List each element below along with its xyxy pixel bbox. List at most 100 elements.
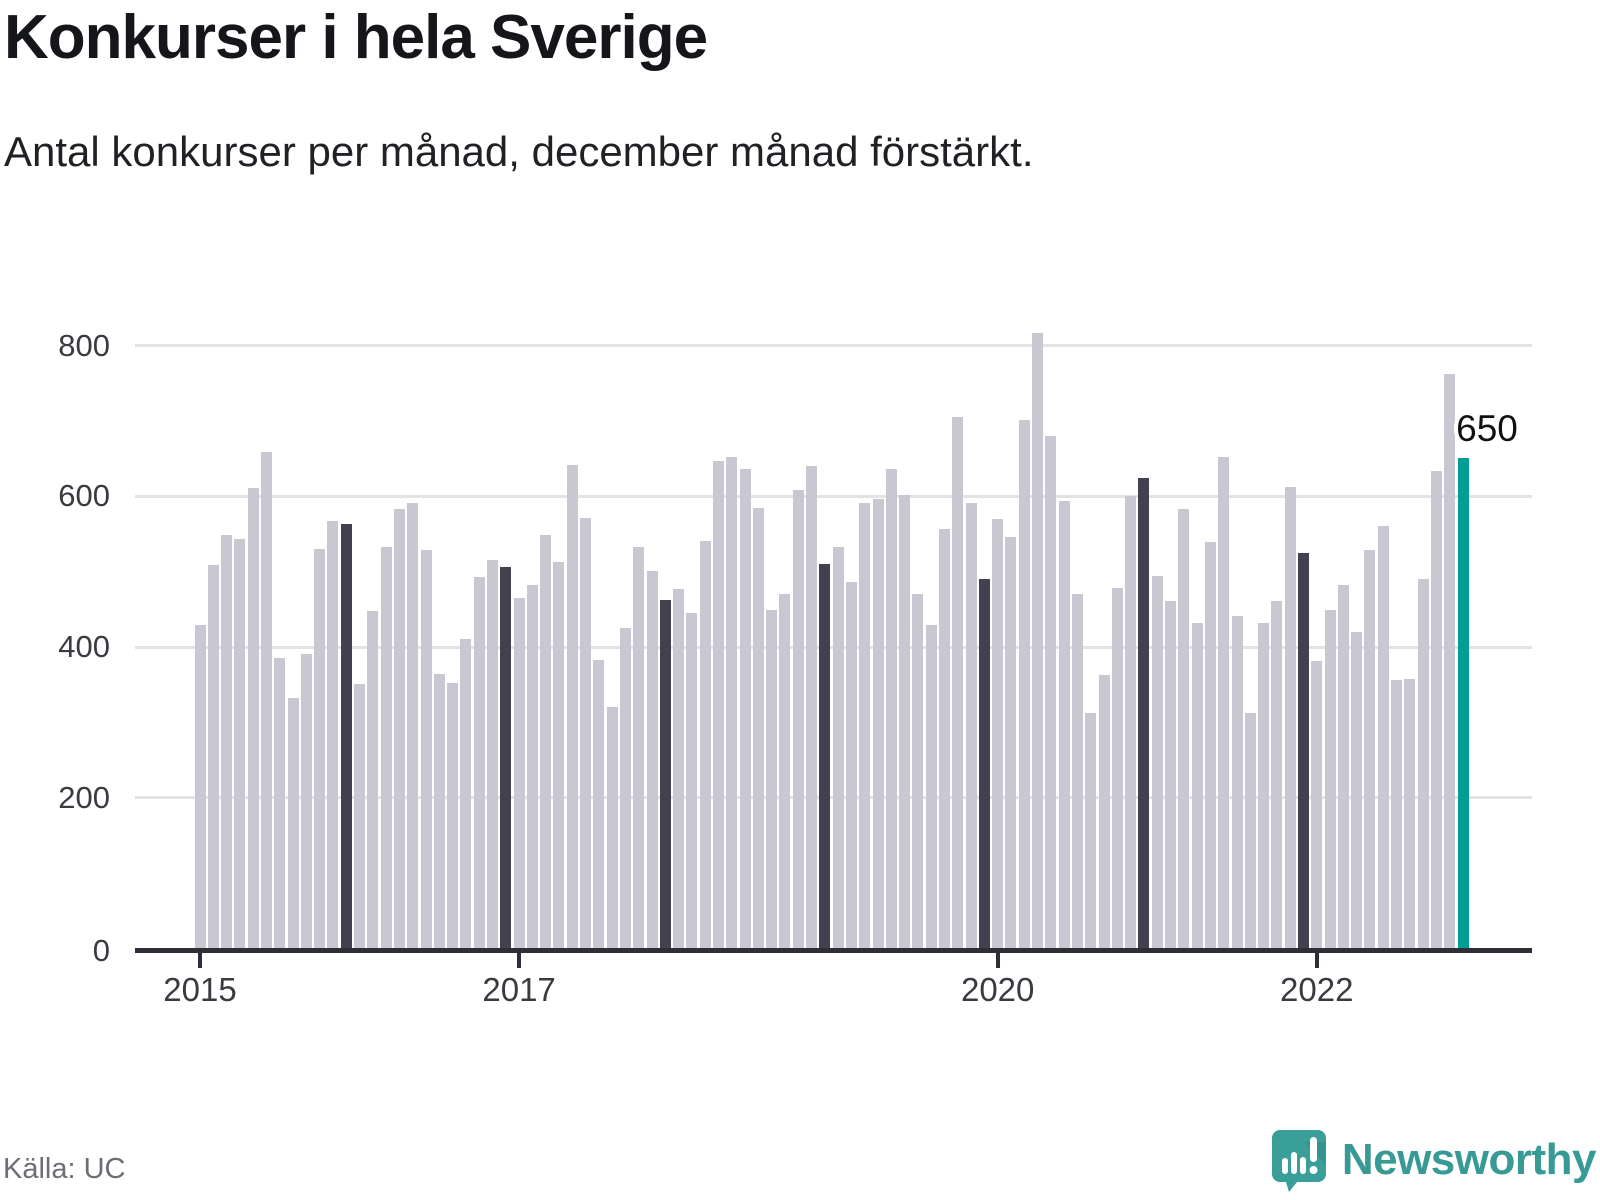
source-label: Källa: UC [3, 1153, 126, 1185]
bar [1337, 584, 1349, 948]
bar [407, 502, 419, 948]
bar-december [819, 563, 831, 948]
bar [247, 488, 259, 948]
bar [699, 540, 711, 948]
bar [1204, 541, 1216, 948]
y-axis-tick-label: 0 [92, 932, 110, 968]
bar-december [340, 524, 352, 948]
bar [1058, 501, 1070, 948]
bar [1364, 550, 1376, 948]
bar [939, 528, 951, 948]
bar [367, 611, 379, 948]
bar [606, 706, 618, 948]
bar [739, 468, 751, 948]
bar [473, 577, 485, 948]
bar [1271, 601, 1283, 948]
y-axis-tick-label: 800 [58, 327, 110, 363]
bar [885, 468, 897, 948]
bar [287, 697, 299, 948]
bar [1351, 632, 1363, 948]
bar [393, 508, 405, 948]
bar [992, 519, 1004, 948]
x-axis-line [135, 948, 1532, 953]
gridline [135, 494, 1532, 498]
bar [845, 582, 857, 948]
bar [1284, 486, 1296, 948]
bar [1391, 679, 1403, 948]
bar [1085, 712, 1097, 948]
bar-december [1297, 553, 1309, 948]
bar-december [1138, 477, 1150, 948]
y-axis-tick-label: 600 [58, 478, 110, 514]
bar [540, 534, 552, 948]
y-axis-tick-label: 400 [58, 629, 110, 664]
bar [1045, 436, 1057, 948]
bar [1430, 470, 1442, 948]
bar [234, 539, 246, 948]
bar [1404, 678, 1416, 948]
bar [912, 593, 924, 948]
bar [1244, 712, 1256, 948]
bar [300, 654, 312, 948]
bar [952, 417, 964, 948]
bar [526, 585, 538, 948]
bar-december [978, 578, 990, 948]
chart-subtitle: Antal konkurser per månad, december måna… [4, 128, 1034, 175]
bar [792, 490, 804, 948]
bar [566, 464, 578, 948]
bar [713, 461, 724, 948]
bar [1417, 579, 1429, 948]
bar [580, 518, 592, 948]
gridline [135, 344, 1532, 347]
bar [380, 547, 392, 948]
bar [686, 613, 698, 948]
bar [1258, 623, 1270, 948]
x-axis-tick-label: 2015 [163, 971, 237, 1008]
x-axis-tick-label: 2020 [960, 971, 1035, 1008]
bar [1125, 495, 1137, 948]
bar [1231, 616, 1243, 948]
bar [1032, 332, 1044, 948]
bar [1018, 420, 1030, 948]
y-axis-tick-label: 200 [58, 779, 110, 815]
bar [1218, 456, 1230, 948]
bar [1444, 373, 1456, 948]
bar-december [1457, 458, 1469, 948]
bar [460, 638, 472, 948]
bar [1151, 575, 1163, 948]
bar [1071, 593, 1083, 948]
bar [1098, 675, 1110, 948]
bar [221, 534, 233, 948]
bar [646, 571, 658, 948]
bar [354, 684, 366, 948]
bar [1311, 660, 1323, 948]
bar [806, 465, 818, 948]
bar [752, 507, 764, 948]
bar [447, 682, 459, 948]
bar [513, 597, 525, 948]
bar [766, 610, 778, 948]
bar [726, 457, 738, 948]
bar [832, 547, 844, 948]
bar [872, 498, 884, 948]
bar [1377, 525, 1389, 948]
bar-december [500, 567, 512, 948]
bar [965, 503, 977, 948]
bar [779, 593, 791, 948]
bar [274, 657, 286, 948]
bar [1165, 600, 1177, 948]
newsworthy-logo-text: Newsworthy [1341, 1135, 1597, 1184]
bar [1005, 537, 1017, 948]
newsworthy-logo-icon [1271, 1130, 1326, 1192]
bar [486, 559, 498, 948]
bar [194, 625, 206, 948]
bar [593, 660, 605, 948]
bar [260, 452, 272, 948]
bar [925, 624, 937, 948]
bar [433, 673, 445, 948]
bar [553, 562, 565, 948]
bar [1324, 609, 1336, 948]
bar [207, 565, 219, 948]
x-axis-tick [995, 953, 1000, 968]
